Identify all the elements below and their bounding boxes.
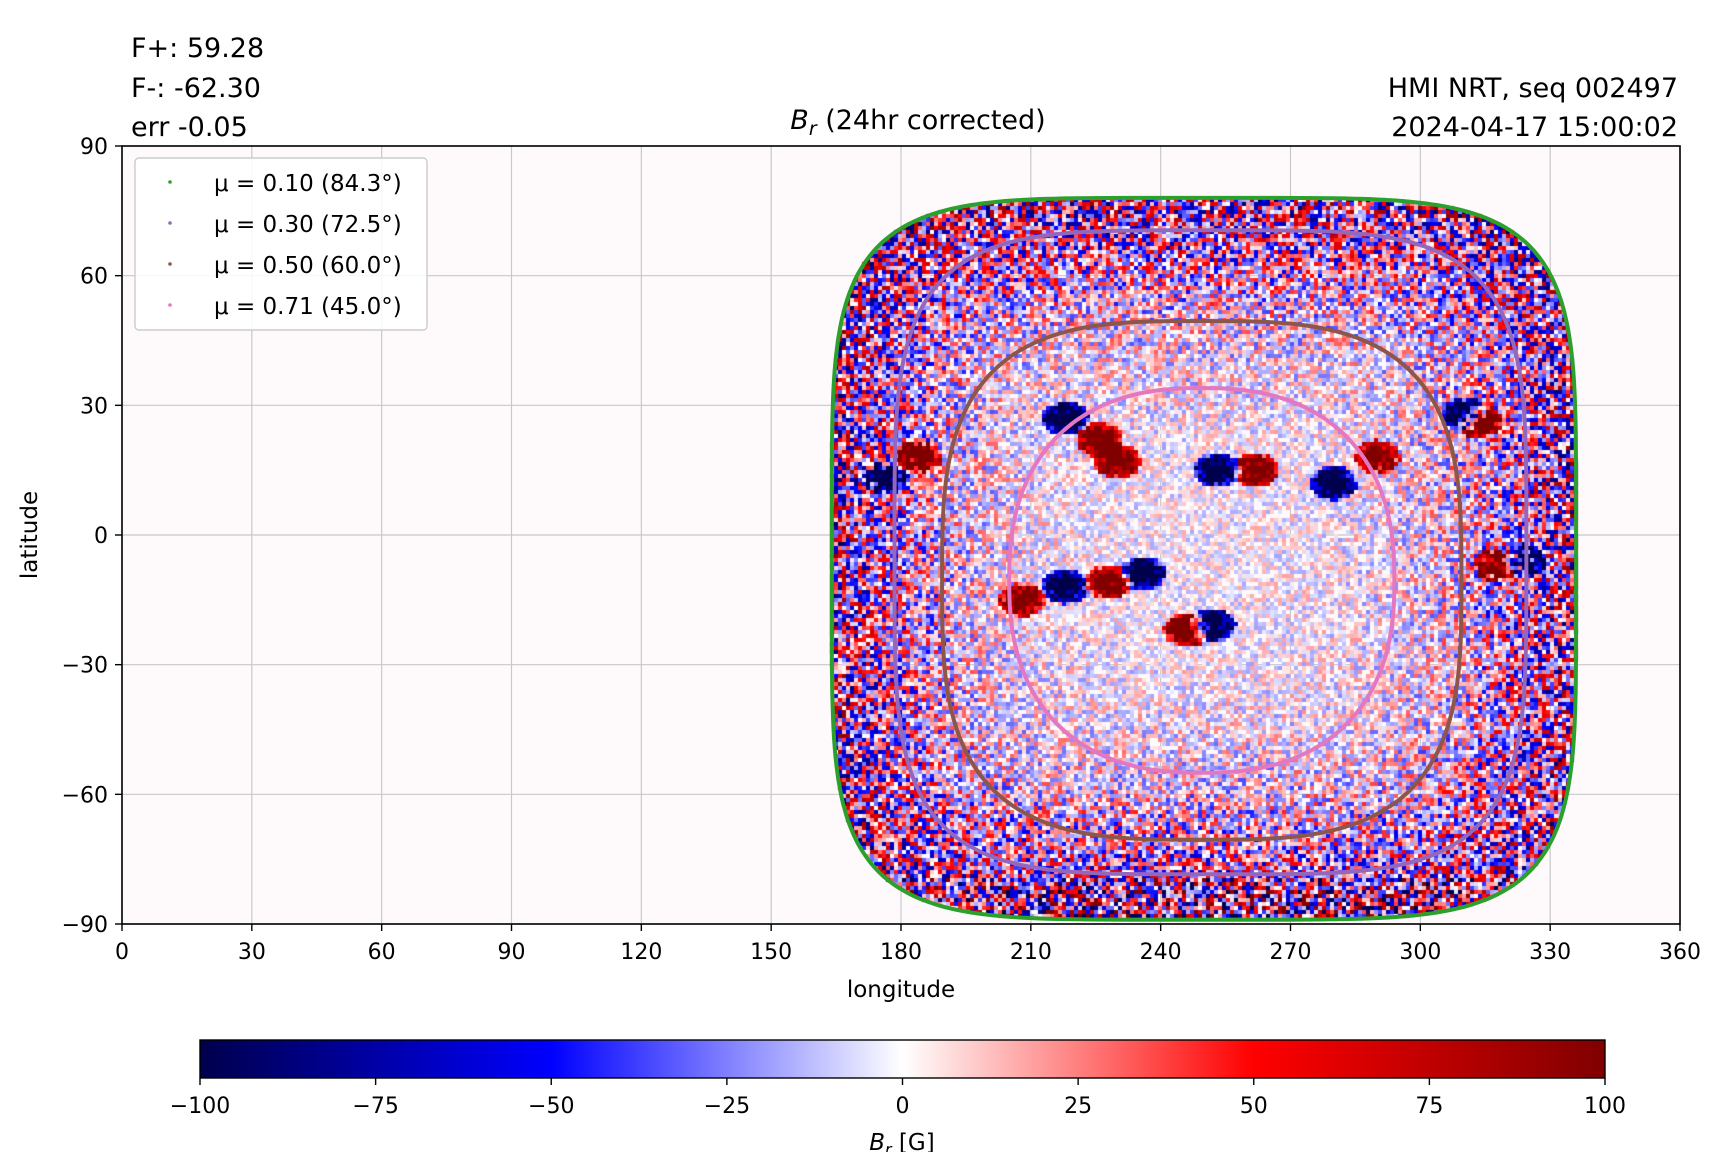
legend-marker [168,221,172,225]
colorbar-tick-label: 100 [1584,1094,1626,1119]
contour-mu-2 [940,318,1464,842]
colorbar-tick-label: −25 [704,1094,750,1119]
colorbar [199,1039,1606,1079]
y-tick-label: −90 [62,913,108,938]
y-tick-label: 60 [80,265,108,290]
source-label: HMI NRT, seq 002497 [1388,73,1678,104]
y-tick-label: 90 [80,135,108,160]
x-tick-label: 330 [1529,940,1571,965]
legend-label: μ = 0.10 (84.3°) [214,171,402,197]
legend-label: μ = 0.71 (45.0°) [214,294,402,320]
y-tick-label: 30 [80,394,108,419]
x-tick-label: 270 [1270,940,1312,965]
x-axis-label: longitude [847,977,955,1003]
contour-mu-3 [1007,385,1397,775]
colorbar-tick-label: 0 [896,1094,910,1119]
title-subscript: r [809,118,818,140]
title-symbol: B [790,105,809,136]
mu-contours [829,195,1579,922]
axis-ticks: 0 30 60 90 120 150 180 210 240 270 300 330 360906030… [62,135,1701,965]
contour-mu-1 [892,228,1529,877]
colorbar-label: Br [G] [869,1130,934,1152]
colorbar-tick-label: 50 [1240,1094,1268,1119]
y-axis-label: latitude [17,491,43,579]
colorbar-tick-label: 75 [1415,1094,1443,1119]
colorbar-label-symbol: B [869,1130,885,1152]
legend-label: μ = 0.30 (72.5°) [214,212,402,238]
stat-error: err -0.05 [131,112,248,143]
x-tick-label: 120 [620,940,662,965]
x-tick-label: 150 [750,940,792,965]
x-tick-label: 60 [368,940,396,965]
y-tick-label: −60 [62,783,108,808]
x-tick-label: 30 [238,940,266,965]
legend: μ = 0.10 (84.3°) μ = 0.30 (72.5°) μ = 0.50… [134,157,428,331]
x-tick-label: 240 [1140,940,1182,965]
colorbar-label-subscript: r [885,1140,893,1152]
colorbar-tick-label: 25 [1064,1094,1092,1119]
x-tick-label: 180 [880,940,922,965]
chart-title: Br (24hr corrected) [790,105,1045,140]
colorbar-tick-label: −50 [528,1094,574,1119]
colorbar-ticks: −100 −75 −50 −25 0 25 50 75 100 [170,1078,1626,1119]
legend-marker [168,303,172,307]
x-tick-label: 90 [498,940,526,965]
legend-marker [168,262,172,266]
x-tick-label: 210 [1010,940,1052,965]
x-tick-label: 300 [1399,940,1441,965]
title-rest: (24hr corrected) [817,105,1046,136]
stat-flux-negative: F-: -62.30 [131,73,261,104]
x-tick-label: 0 [115,940,129,965]
y-tick-label: 0 [94,524,108,549]
legend-label: μ = 0.50 (60.0°) [214,253,402,279]
legend-box [134,157,428,331]
y-tick-label: −30 [62,654,108,679]
timestamp-label: 2024-04-17 15:00:02 [1391,112,1678,143]
colorbar-tick-label: −75 [352,1094,398,1119]
colorbar-label-unit: [G] [892,1130,935,1152]
colorbar-tick-label: −100 [170,1094,230,1119]
x-tick-label: 360 [1659,940,1701,965]
contour-mu-0 [829,195,1579,922]
legend-marker [168,180,172,184]
stat-flux-positive: F+: 59.28 [131,33,264,64]
